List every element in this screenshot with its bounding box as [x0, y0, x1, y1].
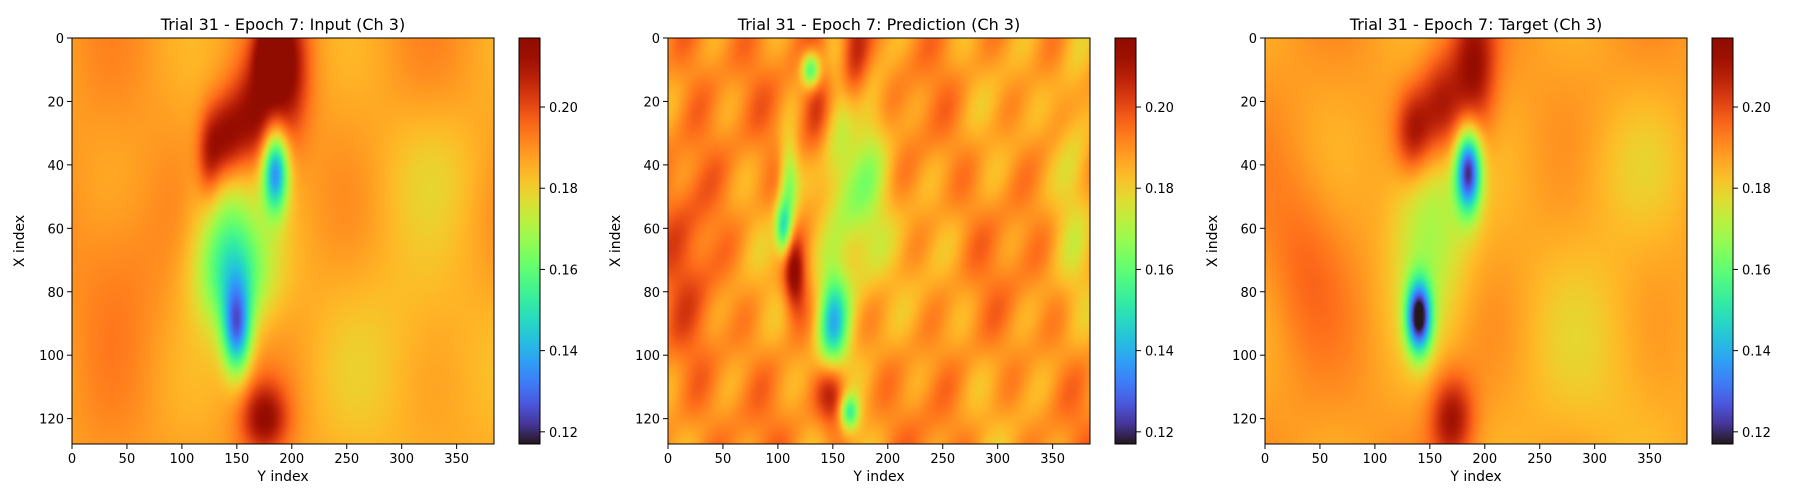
- x-tick-label: 0: [68, 452, 76, 467]
- x-tick-label: 0: [664, 452, 672, 467]
- heatmap-panel-2: Trial 31 - Epoch 7: Prediction (Ch 3) 0 50…: [608, 15, 1174, 485]
- x-tick-label: 150: [224, 452, 249, 467]
- heatmap-image: [1265, 38, 1687, 444]
- y-tick-label: 40: [47, 159, 64, 174]
- y-axis-label: X index: [1205, 215, 1221, 267]
- x-tick-label: 250: [930, 452, 955, 467]
- plot-frame: [667, 37, 1091, 445]
- y-tick-label: 100: [39, 349, 64, 364]
- x-tick-label: 150: [820, 452, 845, 467]
- y-tick-label: 40: [1240, 159, 1257, 174]
- x-tick-label: 100: [1362, 452, 1387, 467]
- heatmap-image: [668, 38, 1090, 444]
- x-tick-label: 100: [765, 452, 790, 467]
- y-tick-label: 80: [643, 286, 660, 301]
- y-tick-label: 60: [47, 222, 64, 237]
- heatmap-image: [72, 38, 494, 444]
- x-tick-label: 200: [875, 452, 900, 467]
- x-tick-label: 100: [169, 452, 194, 467]
- colorbar-tick-label: 0.20: [1742, 101, 1771, 116]
- y-tick-label: 80: [1240, 286, 1257, 301]
- colorbar-tick-label: 0.20: [549, 101, 578, 116]
- x-tick-label: 200: [279, 452, 304, 467]
- y-axis-label: X index: [608, 215, 624, 267]
- colorbar-tick-label: 0.18: [1742, 182, 1771, 197]
- x-tick-label: 300: [1582, 452, 1607, 467]
- colorbar-tick-label: 0.16: [549, 263, 578, 278]
- y-axis-label: X index: [12, 215, 28, 267]
- x-tick-label: 300: [389, 452, 414, 467]
- y-tick-label: 120: [1232, 413, 1257, 428]
- heatmap-panel-1: Trial 31 - Epoch 7: Input (Ch 3) 0 50 100 15…: [12, 15, 578, 485]
- plot-frame: [1264, 37, 1688, 445]
- x-axis-label: Y index: [852, 469, 904, 485]
- x-tick-label: 200: [1472, 452, 1497, 467]
- x-tick-label: 350: [444, 452, 469, 467]
- y-tick-label: 60: [1240, 222, 1257, 237]
- colorbar-tick-label: 0.20: [1145, 101, 1174, 116]
- colorbar: [518, 37, 541, 445]
- colorbar-tick-label: 0.18: [1145, 182, 1174, 197]
- y-tick-label: 0: [652, 32, 660, 47]
- colorbar: [1114, 37, 1137, 445]
- chart-title: Trial 31 - Epoch 7: Prediction (Ch 3): [737, 15, 1020, 34]
- colorbar-tick-label: 0.12: [1145, 426, 1174, 441]
- x-tick-label: 350: [1040, 452, 1065, 467]
- colorbar-tick-label: 0.12: [1742, 426, 1771, 441]
- y-tick-label: 40: [643, 159, 660, 174]
- plot-frame: [71, 37, 495, 445]
- y-tick-label: 20: [47, 95, 64, 110]
- y-tick-label: 120: [635, 413, 660, 428]
- x-tick-label: 50: [715, 452, 732, 467]
- x-tick-label: 250: [1527, 452, 1552, 467]
- x-tick-label: 150: [1417, 452, 1442, 467]
- y-tick-label: 100: [1232, 349, 1257, 364]
- x-tick-label: 350: [1637, 452, 1662, 467]
- chart-title: Trial 31 - Epoch 7: Input (Ch 3): [160, 15, 405, 34]
- x-tick-label: 300: [985, 452, 1010, 467]
- colorbar-tick-label: 0.14: [1145, 345, 1174, 360]
- colorbar-tick-label: 0.16: [1742, 263, 1771, 278]
- colorbar-tick-label: 0.18: [549, 182, 578, 197]
- y-tick-label: 100: [635, 349, 660, 364]
- x-axis-label: Y index: [1449, 469, 1501, 485]
- y-tick-label: 60: [643, 222, 660, 237]
- colorbar-tick-label: 0.14: [1742, 345, 1771, 360]
- colorbar-tick-label: 0.16: [1145, 263, 1174, 278]
- x-tick-label: 0: [1261, 452, 1269, 467]
- y-tick-label: 80: [47, 286, 64, 301]
- x-tick-label: 250: [334, 452, 359, 467]
- colorbar-tick-label: 0.12: [549, 426, 578, 441]
- chart-title: Trial 31 - Epoch 7: Target (Ch 3): [1349, 15, 1602, 34]
- colorbar-tick-label: 0.14: [549, 345, 578, 360]
- x-tick-label: 50: [1312, 452, 1329, 467]
- heatmap-panel-3: Trial 31 - Epoch 7: Target (Ch 3) 0 50 100 1…: [1205, 15, 1771, 485]
- y-tick-label: 20: [643, 95, 660, 110]
- y-tick-label: 20: [1240, 95, 1257, 110]
- y-tick-label: 0: [56, 32, 64, 47]
- y-tick-label: 120: [39, 413, 64, 428]
- y-tick-label: 0: [1249, 32, 1257, 47]
- colorbar: [1711, 37, 1734, 445]
- x-tick-label: 50: [119, 452, 136, 467]
- x-axis-label: Y index: [256, 469, 308, 485]
